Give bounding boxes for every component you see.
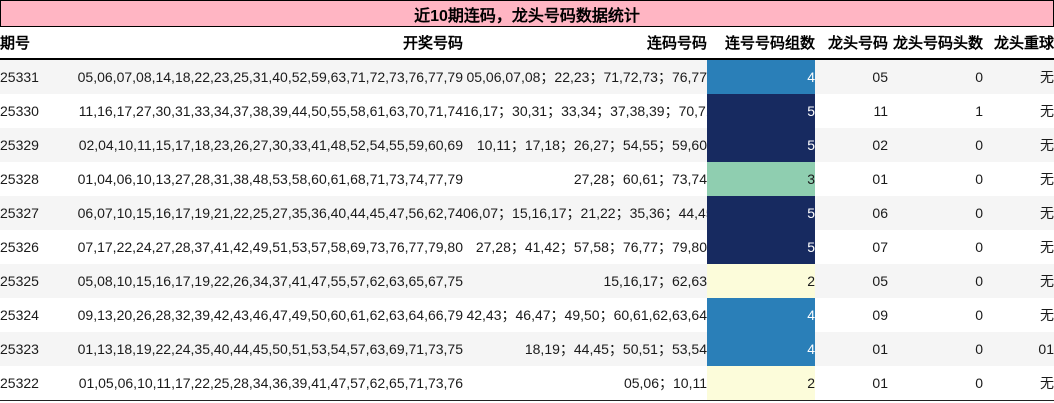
draw-numbers-cell: 01,13,18,19,22,24,35,40,44,45,50,51,53,5… [77, 341, 463, 357]
consecutive-numbers-cell: 10,11；17,18；26,27；54,55；59,60 [476, 137, 707, 153]
group-count-cell: 5 [707, 196, 815, 230]
leader-number-cell: 01 [872, 171, 888, 187]
leader-repeat-cell: 无 [1040, 205, 1054, 221]
leader-number-cell: 02 [872, 137, 888, 153]
draw-numbers-cell: 07,17,22,24,27,28,37,41,42,49,51,53,57,5… [77, 239, 463, 255]
period-cell: 25324 [0, 307, 39, 323]
draw-numbers-cell: 09,13,20,26,28,32,39,42,43,46,47,49,50,6… [77, 307, 463, 323]
leader-head-count-cell: 0 [975, 205, 983, 221]
draw-numbers-cell: 01,05,06,10,11,17,22,25,28,34,36,39,41,4… [78, 375, 463, 391]
leader-head-count-cell: 0 [975, 69, 983, 85]
table-row: 25329 02,04,10,11,15,17,18,23,26,27,30,3… [0, 128, 1054, 162]
leader-repeat-cell: 无 [1040, 239, 1054, 255]
table-row: 25323 01,13,18,19,22,24,35,40,44,45,50,5… [0, 332, 1054, 366]
group-count-cell: 2 [707, 264, 815, 298]
leader-repeat-cell: 无 [1040, 273, 1054, 289]
leader-repeat-cell: 无 [1040, 307, 1054, 323]
consecutive-numbers-cell: 05,06；10,11 [623, 375, 707, 391]
col-header-period: 期号 [0, 27, 60, 60]
page-title: 近10期连码，龙头号码数据统计 [0, 0, 1054, 27]
leader-repeat-cell: 无 [1040, 103, 1054, 119]
period-cell: 25323 [0, 341, 39, 357]
leader-number-cell: 09 [872, 307, 888, 323]
leader-number-cell: 05 [872, 69, 888, 85]
leader-head-count-cell: 1 [975, 103, 983, 119]
period-cell: 25329 [0, 137, 39, 153]
table-row: 25328 01,04,06,10,13,27,28,31,38,48,53,5… [0, 162, 1054, 196]
col-header-leader-repeat: 龙头重球 [983, 27, 1054, 60]
col-header-leader-head-count: 龙头号码头数 [888, 27, 983, 60]
leader-number-cell: 11 [873, 103, 888, 119]
leader-number-cell: 06 [872, 205, 888, 221]
period-cell: 25327 [0, 205, 39, 221]
group-count-cell: 5 [707, 230, 815, 264]
consecutive-numbers-cell: 16,17；30,31；33,34；37,38,39；70,71 [463, 103, 707, 119]
leader-repeat-cell: 无 [1040, 171, 1054, 187]
leader-head-count-cell: 0 [975, 137, 983, 153]
draw-numbers-cell: 02,04,10,11,15,17,18,23,26,27,30,33,41,4… [78, 137, 463, 153]
period-cell: 25331 [0, 69, 39, 85]
leader-head-count-cell: 0 [975, 341, 983, 357]
consecutive-numbers-cell: 15,16,17；62,63 [603, 273, 707, 289]
col-header-draw-numbers: 开奖号码 [60, 27, 463, 60]
leader-number-cell: 01 [872, 375, 888, 391]
leader-head-count-cell: 0 [975, 171, 983, 187]
group-count-cell: 4 [707, 332, 815, 366]
leader-repeat-cell: 无 [1040, 137, 1054, 153]
table-row: 25324 09,13,20,26,28,32,39,42,43,46,47,4… [0, 298, 1054, 332]
table-row: 25330 11,16,17,27,30,31,33,34,37,38,39,4… [0, 94, 1054, 128]
draw-numbers-cell: 11,16,17,27,30,31,33,34,37,38,39,44,50,5… [78, 103, 463, 119]
consecutive-numbers-cell: 27,28；60,61；73,74 [573, 171, 707, 187]
col-header-consecutive-numbers: 连码号码 [463, 27, 707, 60]
draw-numbers-cell: 06,07,10,15,16,17,19,21,22,25,27,35,36,4… [77, 205, 463, 221]
leader-repeat-cell: 01 [1038, 341, 1054, 357]
header-row: 期号 开奖号码 连码号码 连号号码组数 龙头号码 龙头号码头数 龙头重球 [0, 27, 1054, 60]
leader-head-count-cell: 0 [975, 239, 983, 255]
leader-repeat-cell: 无 [1040, 375, 1054, 391]
leader-head-count-cell: 0 [975, 307, 983, 323]
table-row: 25326 07,17,22,24,27,28,37,41,42,49,51,5… [0, 230, 1054, 264]
period-cell: 25330 [0, 103, 39, 119]
group-count-cell: 2 [707, 366, 815, 401]
period-cell: 25326 [0, 239, 39, 255]
group-count-cell: 5 [707, 128, 815, 162]
period-cell: 25325 [0, 273, 39, 289]
leader-number-cell: 05 [872, 273, 888, 289]
table-row: 25322 01,05,06,10,11,17,22,25,28,34,36,3… [0, 366, 1054, 401]
table-row: 25331 05,06,07,08,14,18,22,23,25,31,40,5… [0, 59, 1054, 94]
col-header-leader-number: 龙头号码 [815, 27, 888, 60]
consecutive-numbers-cell: 42,43；46,47；49,50；60,61,62,63,64 [466, 307, 707, 323]
leader-number-cell: 07 [872, 239, 888, 255]
group-count-cell: 3 [707, 162, 815, 196]
leader-head-count-cell: 0 [975, 375, 983, 391]
draw-numbers-cell: 05,06,07,08,14,18,22,23,25,31,40,52,59,6… [77, 69, 463, 85]
leader-head-count-cell: 0 [975, 273, 983, 289]
draw-numbers-cell: 05,08,10,15,16,17,19,22,26,34,37,41,47,5… [77, 273, 463, 289]
consecutive-numbers-cell: 05,06,07,08；22,23；71,72,73；76,77 [466, 69, 707, 85]
table-row: 25327 06,07,10,15,16,17,19,21,22,25,27,3… [0, 196, 1054, 230]
leader-number-cell: 01 [872, 341, 888, 357]
consecutive-numbers-cell: 06,07；15,16,17；21,22；35,36；44,45 [463, 205, 707, 221]
consecutive-numbers-cell: 27,28；41,42；57,58；76,77；79,80 [475, 239, 707, 255]
period-cell: 25322 [0, 375, 39, 391]
period-cell: 25328 [0, 171, 39, 187]
table-row: 25325 05,08,10,15,16,17,19,22,26,34,37,4… [0, 264, 1054, 298]
group-count-cell: 4 [707, 298, 815, 332]
group-count-cell: 5 [707, 94, 815, 128]
group-count-cell: 4 [707, 59, 815, 94]
draw-numbers-cell: 01,04,06,10,13,27,28,31,38,48,53,58,60,6… [77, 171, 463, 187]
consecutive-numbers-cell: 18,19；44,45；50,51；53,54 [524, 341, 707, 357]
stats-table: 期号 开奖号码 连码号码 连号号码组数 龙头号码 龙头号码头数 龙头重球 253… [0, 27, 1054, 401]
leader-repeat-cell: 无 [1040, 69, 1054, 85]
col-header-group-count: 连号号码组数 [707, 27, 815, 60]
